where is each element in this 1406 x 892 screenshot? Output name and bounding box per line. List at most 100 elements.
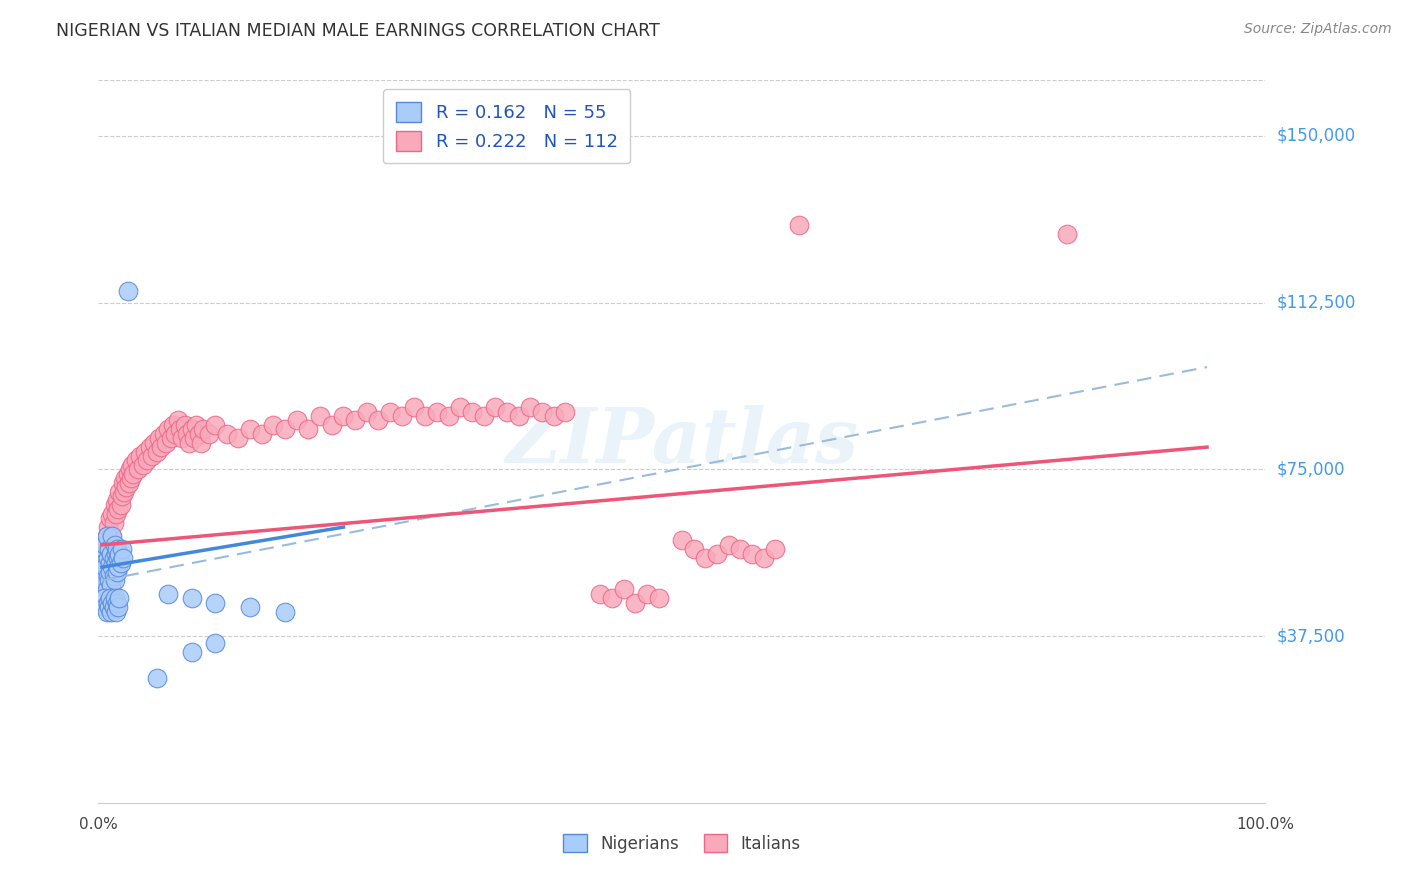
Point xyxy=(108,484,131,499)
Text: $37,500: $37,500 xyxy=(1277,627,1346,645)
Point xyxy=(262,417,284,432)
Point xyxy=(176,426,198,441)
Point xyxy=(141,449,163,463)
Point xyxy=(129,449,152,463)
Point xyxy=(103,569,125,583)
Point xyxy=(179,435,201,450)
Point xyxy=(671,533,693,548)
Point xyxy=(104,547,127,561)
Text: $75,000: $75,000 xyxy=(1277,460,1346,478)
Point xyxy=(93,556,115,570)
Point xyxy=(115,480,138,494)
Point xyxy=(117,285,139,299)
Point xyxy=(96,582,118,597)
Point xyxy=(190,435,212,450)
Point xyxy=(139,440,162,454)
Point xyxy=(97,591,120,606)
Point xyxy=(741,547,763,561)
Point xyxy=(107,560,129,574)
Point xyxy=(103,551,125,566)
Point xyxy=(204,596,226,610)
Point xyxy=(94,538,117,552)
Point xyxy=(132,458,155,472)
Point xyxy=(96,529,118,543)
Point xyxy=(136,453,159,467)
Point xyxy=(449,400,471,414)
Point xyxy=(98,591,121,606)
Point xyxy=(169,422,191,436)
Point xyxy=(104,574,127,588)
Point xyxy=(97,574,120,588)
Point xyxy=(309,409,332,423)
Point xyxy=(204,417,226,432)
Point xyxy=(121,458,143,472)
Point xyxy=(104,498,127,512)
Point xyxy=(172,431,194,445)
Point xyxy=(367,413,389,427)
Point xyxy=(97,551,120,566)
Point xyxy=(104,605,127,619)
Point xyxy=(118,462,141,476)
Point xyxy=(96,529,118,543)
Point xyxy=(285,413,308,427)
Point xyxy=(166,413,188,427)
Point xyxy=(297,422,319,436)
Point xyxy=(101,529,124,543)
Point xyxy=(554,404,576,418)
Point xyxy=(717,538,740,552)
Point xyxy=(108,591,131,606)
Point xyxy=(100,605,122,619)
Point xyxy=(97,542,120,557)
Point xyxy=(111,542,134,557)
Point xyxy=(105,596,128,610)
Point xyxy=(146,671,169,685)
Point xyxy=(100,529,122,543)
Point xyxy=(183,431,205,445)
Point xyxy=(437,409,460,423)
Point xyxy=(97,538,120,552)
Point xyxy=(134,444,156,458)
Point xyxy=(97,582,120,597)
Point xyxy=(159,431,181,445)
Point xyxy=(508,409,530,423)
Point xyxy=(103,516,125,530)
Point xyxy=(180,645,202,659)
Point xyxy=(101,507,124,521)
Point xyxy=(402,400,425,414)
Point xyxy=(105,542,128,557)
Point xyxy=(198,426,221,441)
Point xyxy=(117,467,139,481)
Point xyxy=(391,409,413,423)
Point xyxy=(155,435,177,450)
Point xyxy=(752,551,775,566)
Point xyxy=(93,591,115,606)
Point xyxy=(332,409,354,423)
Point xyxy=(97,520,120,534)
Point xyxy=(695,551,717,566)
Point xyxy=(111,489,134,503)
Point xyxy=(215,426,238,441)
Point xyxy=(180,591,202,606)
Point xyxy=(787,218,810,232)
Point xyxy=(148,431,170,445)
Point xyxy=(94,600,117,615)
Point xyxy=(344,413,367,427)
Point xyxy=(543,409,565,423)
Point xyxy=(706,547,728,561)
Point xyxy=(118,475,141,490)
Point xyxy=(193,422,215,436)
Point xyxy=(108,547,131,561)
Text: ZIPatlas: ZIPatlas xyxy=(505,405,859,478)
Point xyxy=(93,547,115,561)
Point xyxy=(104,507,127,521)
Point xyxy=(120,471,142,485)
Point xyxy=(239,422,262,436)
Point xyxy=(636,587,658,601)
Point xyxy=(97,569,120,583)
Point xyxy=(96,605,118,619)
Point xyxy=(98,556,121,570)
Legend: Nigerians, Italians: Nigerians, Italians xyxy=(557,828,807,860)
Point xyxy=(107,502,129,516)
Point xyxy=(98,511,121,525)
Point xyxy=(274,422,297,436)
